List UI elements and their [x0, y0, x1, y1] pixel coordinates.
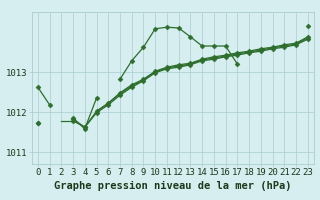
- X-axis label: Graphe pression niveau de la mer (hPa): Graphe pression niveau de la mer (hPa): [54, 181, 292, 191]
